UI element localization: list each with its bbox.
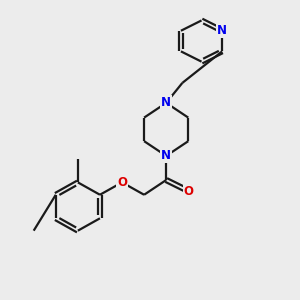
Text: N: N bbox=[217, 24, 227, 37]
Text: N: N bbox=[161, 96, 171, 110]
Text: O: O bbox=[184, 185, 194, 198]
Text: N: N bbox=[161, 149, 171, 162]
Text: O: O bbox=[117, 176, 127, 189]
